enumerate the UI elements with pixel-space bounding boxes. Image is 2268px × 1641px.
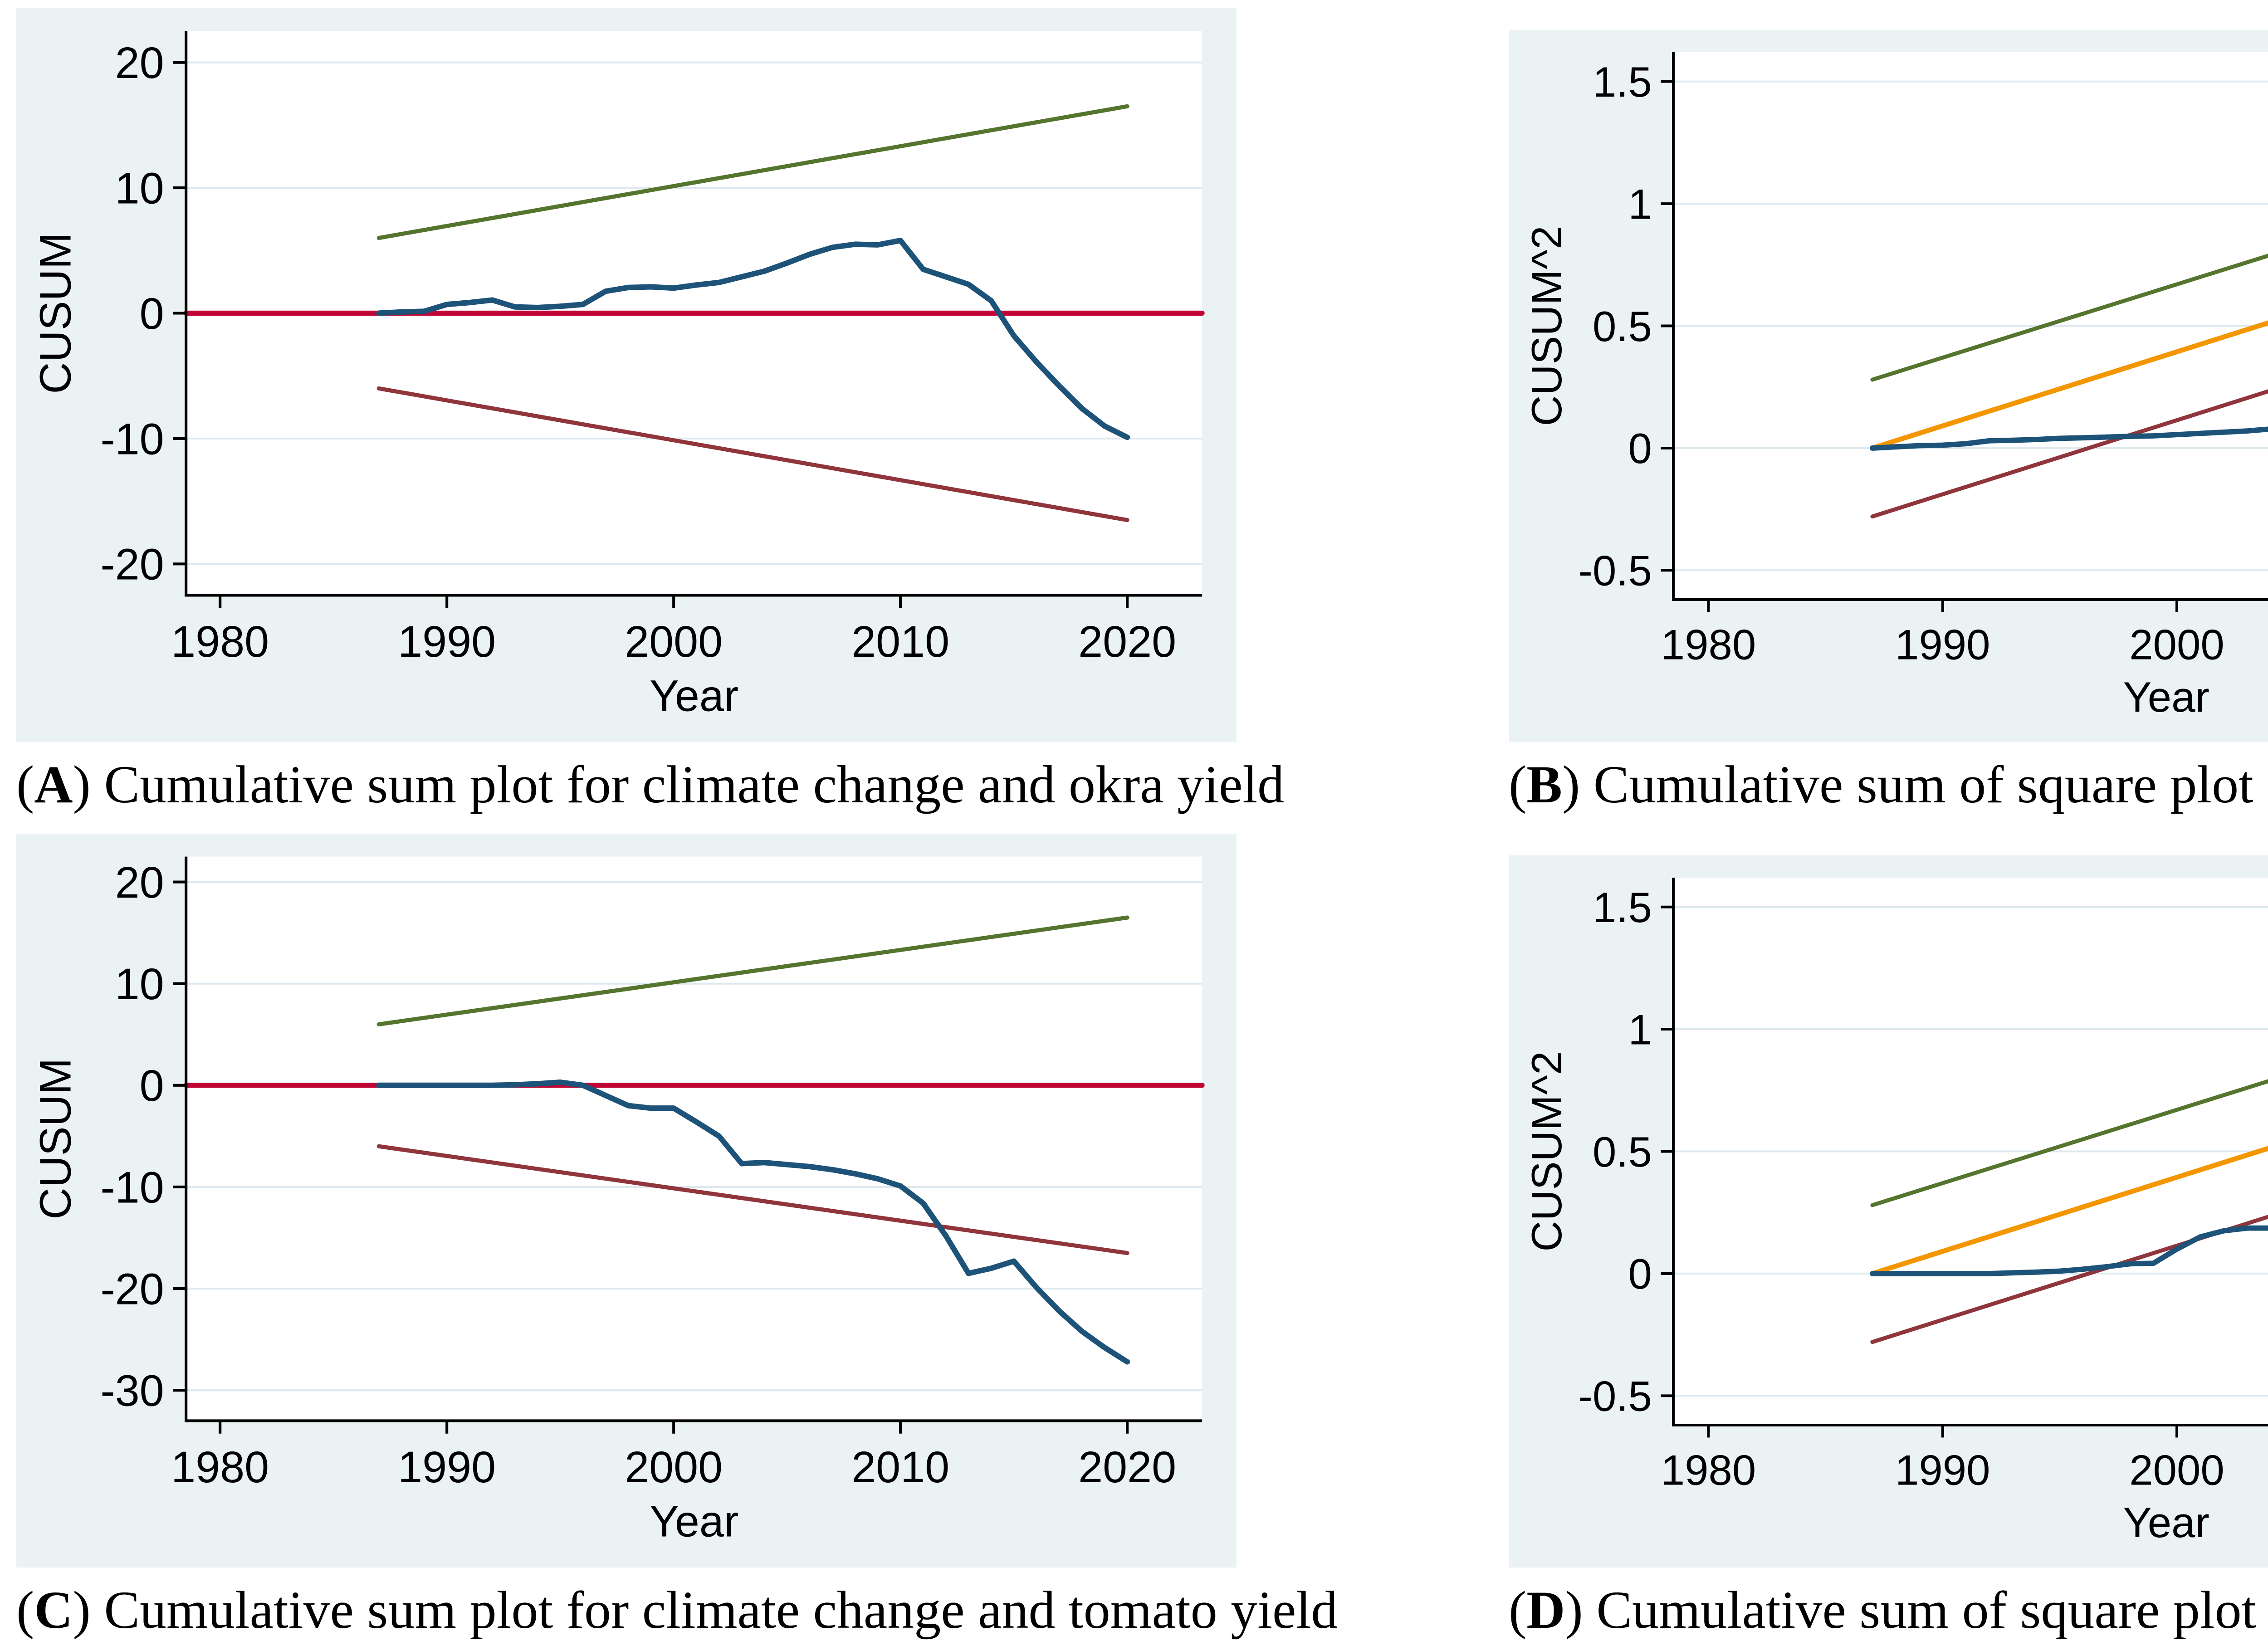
caption-a-text: Cumulative sum plot for climate change a… xyxy=(90,755,1285,815)
series-mean-line xyxy=(1870,1146,2268,1276)
series-lower-bound xyxy=(1870,389,2268,519)
caption-a: (A) Cumulative sum plot for climate chan… xyxy=(16,754,1284,816)
panel-c: 20 10 0 -10 -20 -30 1980 1990 2000 2010 2020 Year CU… xyxy=(16,834,1338,1641)
y-tick-label: -10 xyxy=(100,414,164,464)
cusum-squared-okra-chart: 1.510.50-0.519801990200020102020YearCUSU… xyxy=(1509,30,2268,742)
caption-b-open: ( xyxy=(1509,755,1527,815)
figure-grid: 20 10 0 -10 -20 1980 1990 2000 2010 2020 Year CUSUM… xyxy=(16,8,2268,1641)
panel-b: 1.510.50-0.519801990200020102020YearCUSU… xyxy=(1509,30,2268,816)
x-tick-label: 1980 xyxy=(1661,1446,1756,1494)
x-tick-label: 1990 xyxy=(398,617,496,666)
y-tick-label: 0.5 xyxy=(1593,1128,1652,1176)
y-tick-label: -0.5 xyxy=(1579,1372,1652,1420)
caption-d-close: ) xyxy=(1565,1580,1583,1640)
series-upper-bound xyxy=(1870,1079,2268,1207)
panel-a: 20 10 0 -10 -20 1980 1990 2000 2010 2020 Year CUSUM… xyxy=(16,8,1284,816)
x-tick-label: 2000 xyxy=(625,1442,723,1492)
x-tick-label: 2010 xyxy=(851,1442,949,1492)
series-cusum xyxy=(376,238,1130,440)
y-tick-label: 0 xyxy=(140,1061,164,1110)
caption-d: (D) Cumulative sum of square plot for cl… xyxy=(1509,1579,2268,1641)
series-cusum-squared xyxy=(1869,1225,2268,1276)
y-tick-label: -20 xyxy=(100,1264,164,1314)
plot-area xyxy=(186,856,1202,1421)
y-tick-label: 1.5 xyxy=(1593,884,1652,931)
caption-a-close: ) xyxy=(73,755,91,815)
caption-a-open: ( xyxy=(16,755,34,815)
caption-c-close: ) xyxy=(73,1580,91,1640)
x-tick-label: 2000 xyxy=(2129,1446,2224,1494)
y-tick-label: -30 xyxy=(100,1366,164,1416)
y-tick-label: -10 xyxy=(100,1162,164,1212)
y-axis-title: CUSUM xyxy=(30,233,80,394)
y-tick-label: 0.5 xyxy=(1593,303,1652,350)
x-tick-label: 2020 xyxy=(1078,1442,1176,1492)
y-tick-label: 1 xyxy=(1628,181,1652,228)
caption-d-letter: D xyxy=(1526,1580,1565,1640)
caption-c-letter: C xyxy=(34,1580,73,1640)
y-tick-label: 0 xyxy=(1628,1250,1652,1298)
x-axis-title: Year xyxy=(650,671,738,720)
series-upper-bound xyxy=(376,915,1129,1026)
y-tick-label: 0 xyxy=(140,289,164,338)
caption-d-text: Cumulative sum of square plot for climat… xyxy=(1596,1580,2268,1640)
caption-b-letter: B xyxy=(1526,755,1563,815)
x-tick-label: 1990 xyxy=(1895,1446,1990,1494)
y-tick-label: 1 xyxy=(1628,1006,1652,1054)
series-upper-bound xyxy=(376,104,1129,240)
caption-b-close: ) xyxy=(1562,755,1580,815)
y-tick-label: 20 xyxy=(115,858,164,907)
x-tick-label: 1980 xyxy=(171,617,269,666)
y-tick-label: 0 xyxy=(1628,425,1652,472)
series-cusum xyxy=(376,1079,1130,1365)
y-tick-label: 20 xyxy=(115,38,164,88)
y-tick-label: 10 xyxy=(115,163,164,213)
y-tick-label: 1.5 xyxy=(1593,58,1652,106)
caption-c-open: ( xyxy=(16,1580,34,1640)
cusum-squared-tomato-chart: 1.510.50-0.519801990200020102020YearCUSU… xyxy=(1509,855,2268,1568)
panel-d: 1.510.50-0.519801990200020102020YearCUSU… xyxy=(1509,855,2268,1641)
series-lower-bound xyxy=(376,386,1129,523)
caption-d-open: ( xyxy=(1509,1580,1527,1640)
y-axis-title: CUSUM^2 xyxy=(1523,226,1570,426)
series-upper-bound xyxy=(1870,254,2268,382)
caption-a-letter: A xyxy=(34,755,73,815)
caption-c: (C) Cumulative sum plot for climate chan… xyxy=(16,1579,1338,1641)
y-tick-label: 10 xyxy=(115,959,164,1009)
y-axis-title: CUSUM^2 xyxy=(1523,1051,1570,1252)
y-tick-label: -20 xyxy=(100,540,164,589)
x-tick-label: 2020 xyxy=(1078,617,1176,666)
series-mean-line xyxy=(1870,320,2268,451)
x-tick-label: 1990 xyxy=(398,1442,496,1492)
series-lower-bound xyxy=(1870,1215,2268,1344)
x-tick-label: 1980 xyxy=(171,1442,269,1492)
caption-c-text: Cumulative sum plot for climate change a… xyxy=(90,1580,1338,1640)
x-tick-label: 2010 xyxy=(851,617,949,666)
x-axis-title: Year xyxy=(2123,673,2209,721)
series-cusum-squared xyxy=(1869,426,2268,451)
series-lower-bound xyxy=(376,1144,1129,1255)
caption-b: (B) Cumulative sum of square plot for cl… xyxy=(1509,754,2268,816)
x-tick-label: 2000 xyxy=(625,617,723,666)
x-tick-label: 1990 xyxy=(1895,621,1990,669)
y-axis-title: CUSUM xyxy=(30,1058,80,1220)
x-tick-label: 1980 xyxy=(1661,621,1756,669)
caption-b-text: Cumulative sum of square plot for climat… xyxy=(1593,755,2268,815)
x-tick-label: 2000 xyxy=(2129,621,2224,669)
x-axis-title: Year xyxy=(2123,1499,2209,1546)
x-axis-title: Year xyxy=(650,1496,738,1546)
y-tick-label: -0.5 xyxy=(1579,547,1652,595)
